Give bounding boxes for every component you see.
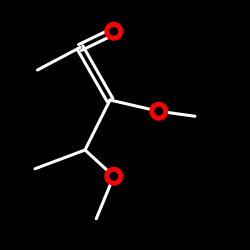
- Circle shape: [152, 104, 166, 118]
- Circle shape: [107, 24, 121, 38]
- Circle shape: [107, 169, 121, 183]
